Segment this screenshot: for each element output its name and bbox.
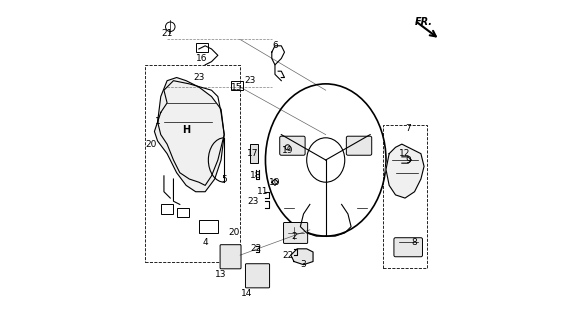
Bar [383,125,427,268]
Bar [230,81,243,90]
Bar [145,65,240,261]
Text: 20: 20 [146,140,157,148]
Text: 10: 10 [269,178,280,187]
Bar [176,208,189,217]
Text: 14: 14 [240,289,252,298]
FancyBboxPatch shape [394,238,422,257]
Text: 3: 3 [300,260,306,269]
Bar [249,144,258,163]
Text: 9: 9 [405,156,411,164]
Text: 1: 1 [155,117,161,126]
Text: 13: 13 [215,270,227,279]
Text: 8: 8 [412,238,417,247]
Text: 12: 12 [399,149,410,158]
Text: 18: 18 [250,172,262,180]
Text: 17: 17 [247,149,259,158]
Text: 21: 21 [162,28,173,38]
Text: 23: 23 [193,73,205,82]
FancyBboxPatch shape [283,222,308,244]
Text: 5: 5 [221,174,227,184]
Text: 6: 6 [272,41,278,50]
Bar [161,204,173,214]
Text: 20: 20 [228,228,239,237]
Text: H: H [182,125,190,135]
Bar [196,43,208,52]
FancyBboxPatch shape [245,264,269,288]
Text: 23: 23 [247,197,259,206]
Text: 11: 11 [256,187,268,196]
FancyBboxPatch shape [220,245,241,269]
Text: 22: 22 [250,244,262,253]
Text: 2: 2 [291,232,297,241]
Text: 16: 16 [196,54,208,63]
Text: 23: 23 [244,76,255,85]
Text: 4: 4 [202,238,208,247]
Polygon shape [291,249,313,265]
FancyBboxPatch shape [346,136,372,155]
Text: FR.: FR. [415,17,433,27]
Bar [199,220,218,233]
Text: 15: 15 [231,83,243,92]
Text: 7: 7 [405,124,411,133]
Polygon shape [155,77,224,192]
Text: 19: 19 [282,146,293,155]
FancyBboxPatch shape [280,136,305,155]
Polygon shape [386,144,424,198]
Text: 22: 22 [282,251,293,260]
